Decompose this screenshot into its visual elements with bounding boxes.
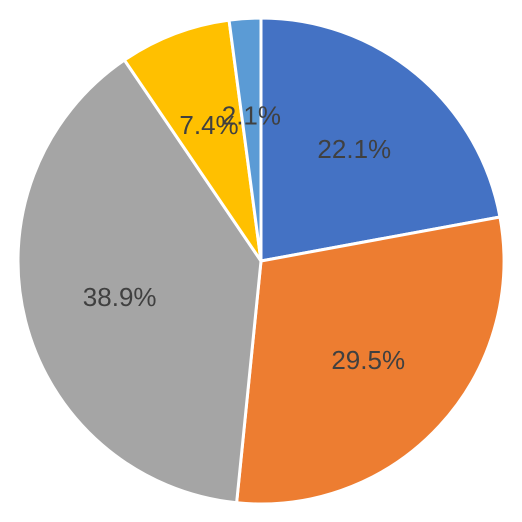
pie-slice-5 [227, 16, 263, 263]
pie-slices [16, 16, 506, 506]
pie-data-label-2: 29.5% [331, 345, 405, 375]
pie-data-label-5: 2.1% [222, 101, 281, 131]
pie-slice-3 [16, 58, 263, 505]
pie-data-label-4: 7.4% [179, 110, 238, 140]
pie-data-label-3: 38.9% [83, 282, 157, 312]
pie-data-labels: 22.1% 29.5% 38.9% 7.4%2.1% [83, 101, 405, 375]
pie-data-label-1: 22.1% [317, 134, 391, 164]
pie-slice-1 [259, 16, 502, 263]
pie-slice-2 [235, 215, 506, 506]
pie-slice-4 [122, 18, 263, 263]
